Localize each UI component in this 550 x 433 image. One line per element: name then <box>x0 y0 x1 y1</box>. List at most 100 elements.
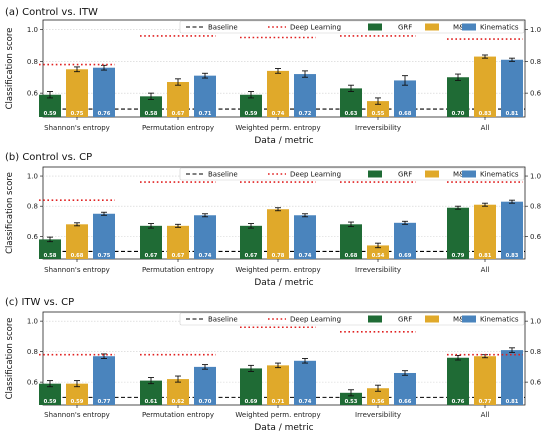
bar-kinematics <box>294 74 316 117</box>
x-tick-label: Shannon's entropy <box>44 124 110 132</box>
bar-kinematics <box>501 201 523 259</box>
y-tick-label: 0.6 <box>27 379 39 387</box>
chart-title: (c) ITW vs. CP <box>5 297 74 308</box>
y-tick-label-right: 0.6 <box>530 90 542 98</box>
bar-mp <box>66 69 88 117</box>
bar-grf <box>140 380 162 405</box>
bar-mp <box>367 388 389 405</box>
x-tick-label: Shannon's entropy <box>44 411 110 419</box>
bar-value-label: 0.67 <box>145 253 158 259</box>
y-tick-label-right: 0.8 <box>530 348 541 356</box>
bar-grf <box>447 357 469 405</box>
legend-kinematics-swatch <box>462 23 476 31</box>
x-tick-label: Shannon's entropy <box>44 266 110 274</box>
bar-grf <box>340 88 362 117</box>
legend-mp-swatch <box>425 315 439 323</box>
chart-title: (b) Control vs. CP <box>5 152 92 163</box>
bar-mp <box>167 225 189 259</box>
x-tick-label: All <box>481 411 490 419</box>
bar-value-label: 0.83 <box>506 253 519 259</box>
bar-value-label: 0.58 <box>44 253 57 259</box>
bar-kinematics <box>394 222 416 259</box>
bar-mp <box>66 383 88 405</box>
bar-value-label: 0.74 <box>199 253 212 259</box>
legend-kinematics-label: Kinematics <box>480 316 519 324</box>
bar-value-label: 0.69 <box>399 253 412 259</box>
bar-value-label: 0.79 <box>452 253 465 259</box>
bar-value-label: 0.61 <box>145 399 158 405</box>
y-tick-label: 0.8 <box>27 58 38 66</box>
bar-value-label: 0.77 <box>479 399 492 405</box>
legend-mp-swatch <box>425 170 439 178</box>
y-tick-label-right: 1.0 <box>530 318 541 326</box>
bar-kinematics <box>194 366 216 405</box>
bar-value-label: 0.81 <box>506 111 519 117</box>
bar-mp <box>267 365 289 405</box>
bar-value-label: 0.63 <box>345 111 358 117</box>
y-tick-label-right: 0.6 <box>530 233 542 241</box>
bar-grf <box>240 368 262 405</box>
y-tick-label: 0.8 <box>27 203 38 211</box>
bar-value-label: 0.69 <box>245 399 258 405</box>
x-tick-label: Weighted perm. entropy <box>235 411 320 419</box>
y-axis-label: Classification score <box>5 28 15 110</box>
y-tick-label-right: 1.0 <box>530 26 541 34</box>
bar-value-label: 0.76 <box>98 111 111 117</box>
bar-value-label: 0.59 <box>245 111 258 117</box>
legend-grf-label: GRF <box>398 316 412 324</box>
y-tick-label-right: 0.6 <box>530 379 542 387</box>
y-axis-label: Classification score <box>5 172 15 254</box>
bar-kinematics <box>501 350 523 405</box>
bar-value-label: 0.81 <box>479 253 492 259</box>
legend-deep-learning-label: Deep Learning <box>290 24 341 32</box>
legend-grf-label: GRF <box>398 24 412 32</box>
bar-kinematics <box>294 360 316 405</box>
bar-kinematics <box>394 372 416 405</box>
legend-mp-label: M&P <box>453 316 469 324</box>
y-tick-label-right: 1.0 <box>530 173 541 181</box>
legend-mp-label: M&P <box>453 171 469 179</box>
bar-value-label: 0.68 <box>71 253 84 259</box>
legend-grf-swatch <box>368 23 382 31</box>
bar-value-label: 0.71 <box>272 399 285 405</box>
bar-grf <box>140 225 162 259</box>
bar-grf <box>39 94 61 117</box>
bar-value-label: 0.74 <box>272 111 285 117</box>
panel-itw-vs-cp: 0.6 0.6 0.8 0.8 1.0 1.0 0.59 0.59 0.77 Shannon's … <box>5 297 542 433</box>
bar-grf <box>240 94 262 117</box>
legend-deep-learning-label: Deep Learning <box>290 171 341 179</box>
bar-value-label: 0.72 <box>299 111 312 117</box>
legend: Baseline Deep Learning GRF M&P Kinematics <box>179 312 525 326</box>
bar-mp <box>167 82 189 117</box>
y-tick-label: 0.8 <box>27 348 38 356</box>
bar-mp <box>474 204 496 259</box>
legend-grf-label: GRF <box>398 171 412 179</box>
bar-grf <box>447 77 469 117</box>
bar-value-label: 0.81 <box>506 399 519 405</box>
bar-value-label: 0.78 <box>272 253 285 259</box>
bar-mp <box>474 356 496 405</box>
bar-value-label: 0.58 <box>145 111 158 117</box>
bar-value-label: 0.67 <box>172 111 185 117</box>
legend-baseline-label: Baseline <box>208 171 238 179</box>
bar-value-label: 0.77 <box>98 399 111 405</box>
y-tick-label: 1.0 <box>27 318 38 326</box>
y-tick-label: 1.0 <box>27 26 38 34</box>
x-tick-label: Weighted perm. entropy <box>235 266 320 274</box>
bar-value-label: 0.76 <box>452 399 465 405</box>
bar-value-label: 0.68 <box>399 111 412 117</box>
panel-control-vs-cp: 0.6 0.6 0.8 0.8 1.0 1.0 0.58 0.68 0.75 Shannon's … <box>5 152 542 288</box>
legend-baseline-label: Baseline <box>208 316 238 324</box>
bar-value-label: 0.68 <box>345 253 358 259</box>
chart-title: (a) Control vs. ITW <box>5 7 98 18</box>
legend-mp-label: M&P <box>453 24 469 32</box>
bar-kinematics <box>194 215 216 259</box>
bar-value-label: 0.53 <box>345 399 358 405</box>
bar-value-label: 0.66 <box>399 399 412 405</box>
bar-grf <box>340 224 362 259</box>
legend-deep-learning-label: Deep Learning <box>290 316 341 324</box>
y-tick-label: 0.6 <box>27 90 39 98</box>
x-tick-label: Permutation entropy <box>142 124 214 132</box>
bar-value-label: 0.71 <box>199 111 212 117</box>
bar-value-label: 0.75 <box>71 111 84 117</box>
